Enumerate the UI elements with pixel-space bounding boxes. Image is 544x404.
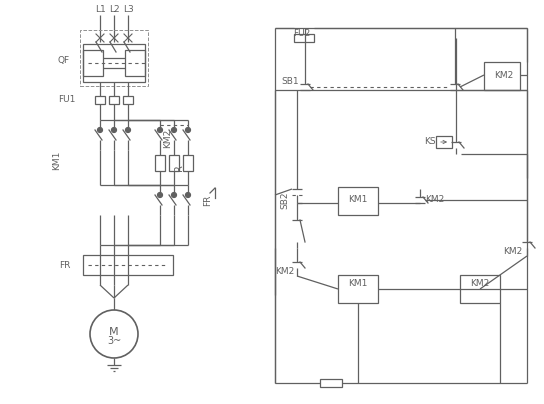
Text: L1: L1 bbox=[95, 6, 106, 15]
Text: FR: FR bbox=[203, 194, 213, 206]
Bar bbox=[83, 255, 173, 275]
Text: KM1: KM1 bbox=[348, 196, 368, 204]
Text: R: R bbox=[174, 164, 184, 171]
Text: KM2: KM2 bbox=[494, 71, 514, 80]
Text: KM1: KM1 bbox=[348, 278, 368, 288]
Text: SB2: SB2 bbox=[281, 191, 289, 209]
Text: M: M bbox=[109, 327, 119, 337]
Text: KM2: KM2 bbox=[471, 278, 490, 288]
Circle shape bbox=[112, 128, 116, 133]
Circle shape bbox=[158, 128, 163, 133]
Text: FU1: FU1 bbox=[58, 95, 76, 105]
Circle shape bbox=[97, 128, 102, 133]
Bar bbox=[123, 96, 133, 104]
Bar bbox=[80, 30, 148, 86]
Bar bbox=[484, 62, 520, 90]
Text: KM2: KM2 bbox=[275, 267, 295, 276]
Bar bbox=[436, 136, 452, 148]
Circle shape bbox=[171, 192, 176, 198]
Bar bbox=[95, 96, 105, 104]
Text: KS: KS bbox=[424, 137, 436, 147]
Text: 3~: 3~ bbox=[107, 336, 121, 346]
Text: KM1: KM1 bbox=[53, 150, 61, 170]
Circle shape bbox=[158, 192, 163, 198]
Bar bbox=[169, 155, 179, 171]
Bar bbox=[83, 44, 145, 82]
Bar bbox=[460, 275, 500, 303]
Text: FU2: FU2 bbox=[293, 29, 311, 38]
Bar bbox=[183, 155, 193, 171]
Text: SB1: SB1 bbox=[281, 78, 299, 86]
Bar bbox=[125, 50, 145, 76]
Text: FR: FR bbox=[59, 261, 71, 269]
Bar bbox=[294, 34, 314, 42]
Circle shape bbox=[126, 128, 131, 133]
Bar bbox=[338, 275, 378, 303]
Bar bbox=[109, 96, 119, 104]
Circle shape bbox=[90, 310, 138, 358]
Text: KM2: KM2 bbox=[425, 196, 444, 204]
Bar bbox=[320, 379, 342, 387]
Text: KM2: KM2 bbox=[503, 248, 523, 257]
Circle shape bbox=[171, 128, 176, 133]
Circle shape bbox=[186, 192, 190, 198]
Text: L3: L3 bbox=[122, 6, 133, 15]
Bar bbox=[155, 155, 165, 171]
Text: KM2: KM2 bbox=[164, 128, 172, 147]
Bar bbox=[338, 187, 378, 215]
Circle shape bbox=[186, 128, 190, 133]
Text: QF: QF bbox=[58, 55, 70, 65]
Bar bbox=[83, 50, 103, 76]
Text: L2: L2 bbox=[109, 6, 119, 15]
